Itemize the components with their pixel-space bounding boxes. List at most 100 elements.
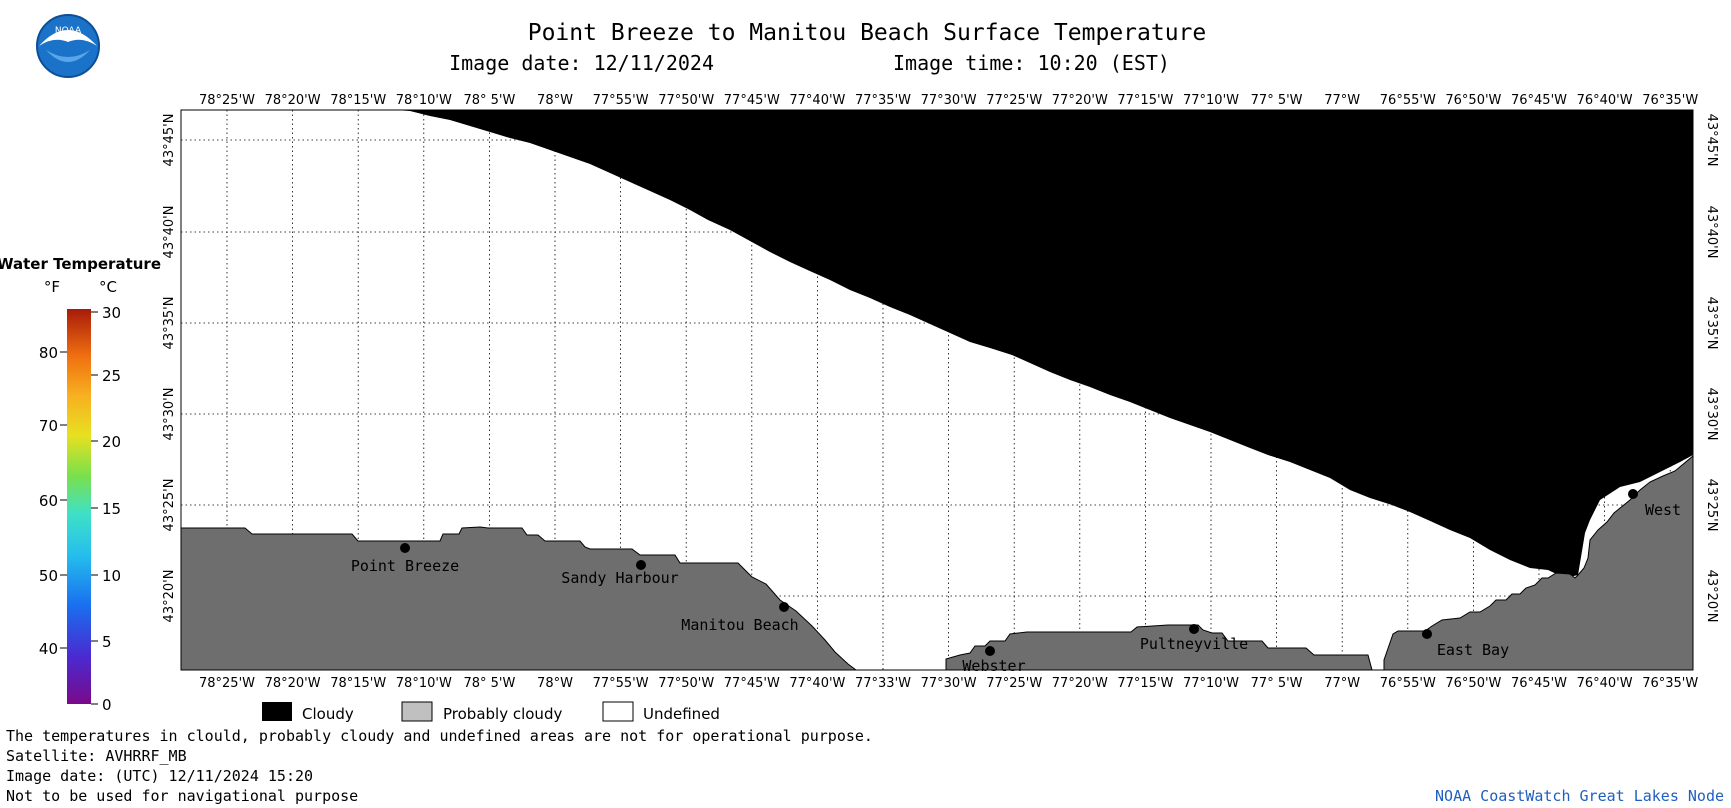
lon-label-top: 76°40'W	[1577, 93, 1633, 108]
place-label: Webster	[962, 657, 1025, 675]
place-sandy-harbour: Sandy Harbour	[561, 560, 679, 587]
lon-label-top: 77°35'W	[855, 93, 911, 108]
lon-label-bottom: 77°50'W	[658, 676, 714, 691]
lon-label-top: 77°40'W	[789, 93, 845, 108]
key-swatch-cloudy	[262, 702, 292, 721]
key-swatch-probably-cloudy	[401, 701, 433, 722]
footer-notes: The temperatures in clould, probably clo…	[6, 727, 1724, 805]
place-pultneyville: Pultneyville	[1140, 624, 1248, 653]
place-webster: Webster	[962, 646, 1026, 675]
image-date: Image date: 12/11/2024	[449, 51, 714, 75]
f-tick-label: 60	[39, 492, 58, 510]
land-west	[180, 526, 858, 671]
lon-label-top: 77°W	[1324, 93, 1360, 108]
lon-label-bottom: 78° 5'W	[463, 676, 515, 691]
land-east	[1383, 454, 1694, 671]
c-tick-label: 30	[102, 304, 121, 322]
lon-label-bottom: 77°55'W	[593, 676, 649, 691]
note-line: The temperatures in clould, probably clo…	[6, 727, 873, 745]
legend-title: Water Temperature	[0, 255, 161, 273]
lon-label-bottom: 77°W	[1324, 676, 1360, 691]
lon-label-bottom: 77°25'W	[986, 676, 1042, 691]
image-time: Image time: 10:20 (EST)	[893, 51, 1170, 75]
lon-label-top: 78°25'W	[199, 93, 255, 108]
key-label-probably-cloudy: Probably cloudy	[443, 705, 562, 723]
c-tick-label: 20	[102, 433, 121, 451]
lon-label-top: 78°10'W	[396, 93, 452, 108]
lon-label-top: 77°15'W	[1117, 93, 1173, 108]
lon-label-bottom: 77°40'W	[789, 676, 845, 691]
lat-label-right: 43°45'N	[1704, 114, 1719, 167]
lon-label-top: 78°20'W	[265, 93, 321, 108]
lon-label-bottom: 77°20'W	[1052, 676, 1108, 691]
noaa-logo-text: NOAA	[55, 26, 82, 36]
key-label-cloudy: Cloudy	[302, 705, 354, 723]
lon-label-bottom: 76°50'W	[1445, 676, 1501, 691]
lon-label-top: 77°25'W	[986, 93, 1042, 108]
lon-label-top: 76°55'W	[1380, 93, 1436, 108]
c-tick-label: 0	[102, 696, 112, 714]
lon-label-bottom: 77° 5'W	[1251, 676, 1303, 691]
lat-label-right: 43°30'N	[1704, 388, 1719, 441]
longitude-labels-bottom: 78°25'W 78°20'W 78°15'W 78°10'W 78° 5'W 78°W 7…	[199, 676, 1698, 691]
lon-label-top: 76°50'W	[1445, 93, 1501, 108]
latitude-labels-right: 43°45'N 43°40'N 43°35'N 43°30'N 43°25'N 43°20…	[1704, 114, 1719, 623]
land-central	[945, 624, 1373, 671]
note-line: Satellite: AVHRRF_MB	[6, 747, 187, 765]
lon-label-bottom: 76°45'W	[1511, 676, 1567, 691]
credit-text: NOAA CoastWatch Great Lakes Node	[1435, 787, 1724, 805]
f-tick-label: 50	[39, 567, 58, 585]
lon-label-bottom: 78°10'W	[396, 676, 452, 691]
map-frame	[180, 109, 1694, 671]
f-tick-label: 80	[39, 344, 58, 362]
celsius-ticks: 30 25 20 15 10 5 0	[91, 304, 121, 714]
lon-label-top: 76°45'W	[1511, 93, 1567, 108]
lat-label-right: 43°20'N	[1704, 570, 1719, 623]
lat-label-left: 43°25'N	[162, 479, 177, 532]
note-line: Not to be used for navigational purpose	[6, 787, 358, 805]
lat-label-left: 43°20'N	[162, 570, 177, 623]
key-swatch-undefined	[602, 701, 634, 722]
lon-label-bottom: 76°40'W	[1577, 676, 1633, 691]
lon-label-top: 77°45'W	[724, 93, 780, 108]
place-label: Sandy Harbour	[561, 569, 678, 587]
lon-label-top: 77°20'W	[1052, 93, 1108, 108]
lon-label-bottom: 77°30'W	[921, 676, 977, 691]
legend-unit-c: °C	[99, 278, 117, 296]
lon-label-bottom: 77°45'W	[724, 676, 780, 691]
lon-label-bottom: 78°20'W	[265, 676, 321, 691]
note-line: Image date: (UTC) 12/11/2024 15:20	[6, 767, 313, 785]
category-key: Cloudy Probably cloudy Undefined	[262, 701, 720, 723]
lat-label-right: 43°40'N	[1704, 206, 1719, 259]
f-tick-label: 70	[39, 417, 58, 435]
map-area	[180, 110, 1694, 671]
lon-label-top: 77°30'W	[921, 93, 977, 108]
lon-label-bottom: 77°33'W	[855, 676, 911, 691]
c-tick-label: 15	[102, 500, 121, 518]
c-tick-label: 10	[102, 567, 121, 585]
place-label: East Bay	[1437, 641, 1509, 659]
lon-label-top: 78°15'W	[330, 93, 386, 108]
place-markers: Point Breeze Sandy Harbour Manitou Beach…	[351, 489, 1681, 675]
lon-label-top: 77°50'W	[658, 93, 714, 108]
lon-label-bottom: 76°55'W	[1380, 676, 1436, 691]
lon-label-bottom: 77°15'W	[1117, 676, 1173, 691]
lat-label-left: 43°45'N	[162, 114, 177, 167]
latitude-labels-left: 43°45'N 43°40'N 43°35'N 43°30'N 43°25'N 43°20…	[162, 114, 177, 623]
lon-label-top: 78°W	[537, 93, 573, 108]
lat-label-right: 43°25'N	[1704, 479, 1719, 532]
lon-label-bottom: 77°10'W	[1183, 676, 1239, 691]
color-scale-bar	[67, 309, 91, 704]
lon-label-top: 77°55'W	[593, 93, 649, 108]
noaa-logo: NOAA	[36, 14, 100, 78]
lon-label-bottom: 76°35'W	[1642, 676, 1698, 691]
c-tick-label: 5	[102, 633, 112, 651]
lon-label-top: 78° 5'W	[463, 93, 515, 108]
place-west: West	[1628, 489, 1681, 519]
lat-label-left: 43°40'N	[162, 206, 177, 259]
lat-label-right: 43°35'N	[1704, 297, 1719, 350]
place-manitou-beach: Manitou Beach	[681, 602, 799, 634]
place-label: West	[1645, 501, 1681, 519]
